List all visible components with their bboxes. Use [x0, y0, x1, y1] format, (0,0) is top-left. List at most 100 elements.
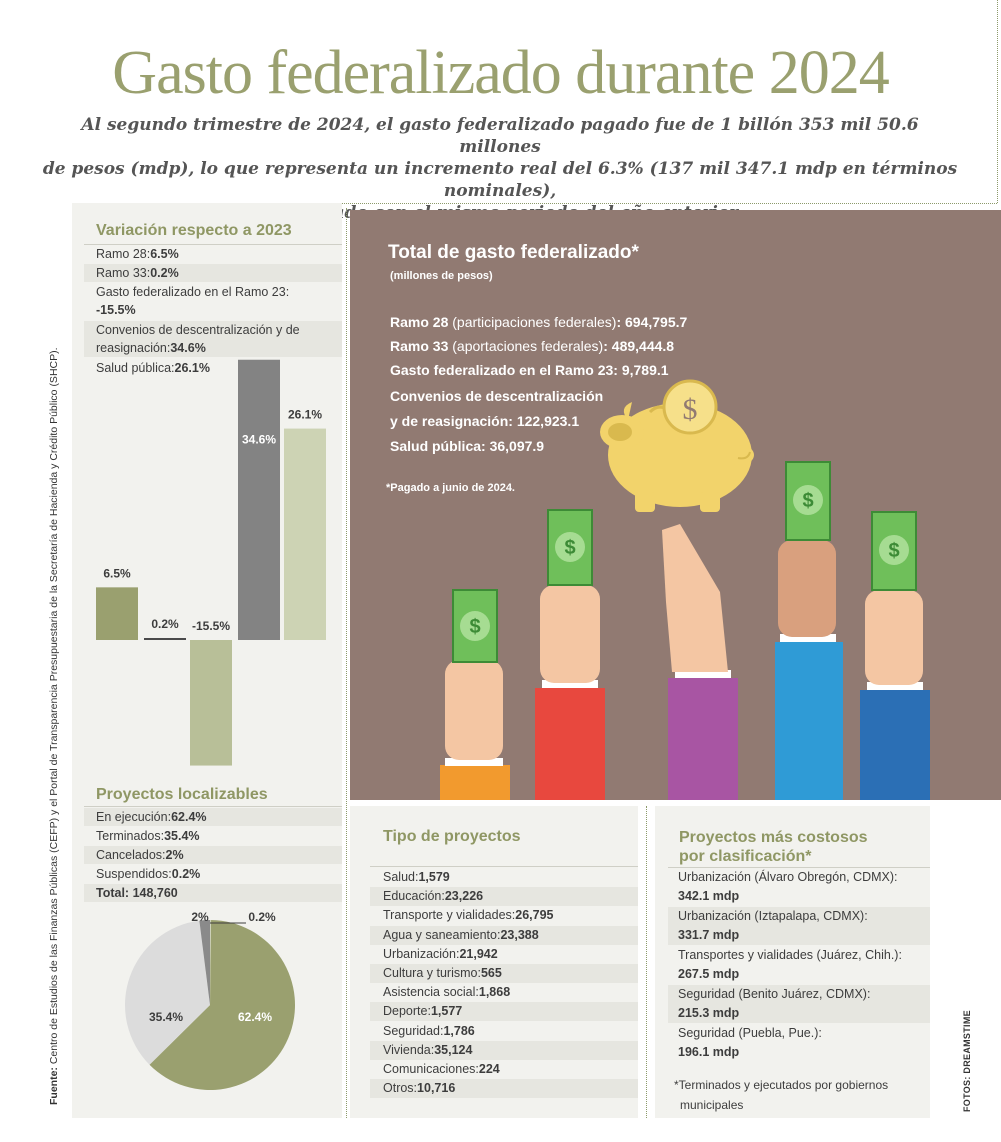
- tipo-row: Agua y saneamiento:23,388: [370, 925, 638, 945]
- subtitle-line: de pesos (mdp), lo que representa un inc…: [42, 159, 958, 201]
- source-label: Fuente:: [48, 1067, 60, 1105]
- variacion-row: Ramo 28:6.5%: [96, 247, 179, 261]
- hand-right: [865, 590, 923, 685]
- tipo-row: Educación:23,226: [370, 887, 638, 907]
- bar-label: 34.6%: [242, 433, 276, 447]
- divider: [668, 867, 930, 868]
- tipo-row: Comunicaciones:224: [383, 1062, 500, 1076]
- tipo-row: Transporte y vialidades:26,795: [383, 908, 554, 923]
- costosos-row: Urbanización (Álvaro Obregón, CDMX): 342.…: [678, 870, 898, 903]
- total-gasto-item: Ramo 28 (participaciones federales): 694…: [390, 314, 688, 330]
- costosos-note: *Terminados y ejecutados por gobiernos mu…: [674, 1078, 889, 1112]
- divider: [84, 806, 342, 807]
- svg-text:$: $: [802, 490, 813, 512]
- proyectos-heading: Proyectos localizables: [96, 786, 268, 803]
- photo-credit: FOTOS: DREAMSTIME: [962, 1010, 972, 1112]
- divider: [646, 806, 647, 1118]
- tipo-row: Salud:1,579: [383, 870, 450, 884]
- variacion-heading: Variación respecto a 2023: [96, 222, 292, 239]
- variacion-row: Convenios de descentralización y de reasi…: [84, 321, 342, 357]
- costosos-row: Seguridad (Benito Juárez, CDMX): 215.3 md…: [668, 985, 930, 1023]
- divider: [72, 203, 997, 204]
- source-text: Centro de Estudios de las Finanzas Públi…: [48, 347, 60, 1068]
- pie-slice: [124, 920, 210, 1065]
- bill-icon: $: [547, 509, 593, 586]
- source-note: Fuente: Centro de Estudios de las Finanz…: [48, 347, 64, 1105]
- proyectos-row: Cancelados:2%: [84, 846, 342, 864]
- pie-slice: [210, 920, 212, 1005]
- bar-label: 0.2%: [151, 617, 179, 631]
- svg-text:$: $: [564, 537, 575, 559]
- page-subtitle: Al segundo trimestre de 2024, el gasto f…: [40, 114, 960, 224]
- svg-text:$: $: [469, 616, 480, 638]
- bar-label: 6.5%: [103, 566, 131, 580]
- total-gasto-note: *Pagado a junio de 2024.: [386, 482, 515, 494]
- bar: [144, 638, 186, 640]
- sleeve-blue: [775, 642, 843, 800]
- total-gasto-item: y de reasignación: 122,923.1: [390, 413, 580, 429]
- hands-illustration: $ $ $ $: [440, 379, 930, 800]
- pie-label: 2%: [191, 910, 209, 924]
- divider: [346, 208, 347, 1118]
- variacion-row: Salud pública:26.1%: [96, 361, 210, 375]
- variacion-bar-chart: 6.5% 0.2% -15.5% 34.6% 26.1%: [96, 359, 326, 766]
- costosos-row: Urbanización (Iztapalapa, CDMX): 331.7 md…: [668, 907, 930, 945]
- proyectos-pie-chart: 62.4% 35.4% 2% 0.2%: [124, 910, 296, 1090]
- bar-label: -15.5%: [192, 619, 230, 633]
- bill-icon: $: [785, 461, 831, 541]
- tipo-panel: [350, 806, 638, 1118]
- piggy-bank-icon: [600, 402, 754, 512]
- hand-fourth: [778, 540, 836, 637]
- hand-second: [540, 585, 600, 683]
- tipo-row: Deporte:1,577: [370, 1002, 638, 1022]
- proyectos-row: En ejecución:62.4%: [84, 808, 342, 826]
- sleeve-darkblue: [860, 690, 930, 800]
- page-title: Gasto federalizado durante 2024: [112, 39, 889, 107]
- total-gasto-units: (millones de pesos): [390, 270, 493, 282]
- pie-slice: [199, 920, 210, 1005]
- divider: [997, 0, 998, 203]
- pie-label: 62.4%: [238, 1010, 272, 1024]
- total-gasto-item: Salud pública: 36,097.9: [390, 438, 545, 454]
- variacion-row: Ramo 33:0.2%: [84, 264, 342, 282]
- costosos-row: Transportes y vialidades (Juárez, Chih.)…: [678, 948, 902, 981]
- costosos-panel: [655, 806, 930, 1118]
- hand-pointing: [662, 524, 728, 672]
- tipo-heading: Tipo de proyectos: [383, 828, 521, 845]
- tipo-row: Seguridad:1,786: [383, 1023, 475, 1038]
- tipo-row: Urbanización:21,942: [383, 946, 498, 961]
- proyectos-row: Terminados:35.4%: [96, 829, 200, 843]
- costosos-row: Seguridad (Puebla, Pue.): 196.1 mdp: [678, 1026, 822, 1059]
- subtitle-line: Al segundo trimestre de 2024, el gasto f…: [81, 115, 919, 157]
- proyectos-total: Total: 148,760: [84, 884, 342, 902]
- bill-icon: $: [871, 511, 917, 591]
- total-gasto-panel: Total de gasto federalizado* (millones d…: [350, 210, 1001, 800]
- hand-left: [445, 660, 503, 760]
- pie-slice: [149, 920, 296, 1090]
- svg-text:$: $: [683, 393, 698, 426]
- divider: [370, 866, 638, 867]
- tipo-row: Asistencia social:1,868: [383, 985, 511, 1000]
- total-gasto-item: Ramo 33 (aportaciones federales): 489,44…: [390, 338, 675, 354]
- proyectos-row: Suspendidos:0.2%: [96, 867, 201, 881]
- total-gasto-item: Gasto federalizado en el Ramo 23: 9,789.…: [390, 362, 669, 378]
- bar: [96, 587, 138, 640]
- total-gasto-heading: Total de gasto federalizado*: [388, 242, 639, 263]
- variacion-row: Gasto federalizado en el Ramo 23: -15.5%: [96, 285, 290, 317]
- bill-icon: $: [452, 589, 498, 663]
- bar-label: 26.1%: [288, 408, 322, 422]
- bar: [238, 359, 280, 640]
- svg-text:$: $: [888, 540, 899, 562]
- divider: [84, 244, 342, 245]
- tipo-row: Cultura y turismo:565: [370, 964, 638, 983]
- sleeve-purple: [668, 678, 738, 800]
- tipo-row: Otros:10,716: [370, 1079, 638, 1099]
- bar: [284, 428, 326, 640]
- sleeve-red: [535, 688, 605, 800]
- tipo-row: Vivienda:35,124: [370, 1040, 638, 1060]
- sleeve-orange: [440, 765, 510, 800]
- coin-icon: $: [662, 379, 718, 435]
- costosos-heading: Proyectos más costosos por clasificación*: [679, 829, 868, 865]
- pie-label: 35.4%: [149, 1010, 183, 1024]
- pie-label: 0.2%: [248, 910, 276, 924]
